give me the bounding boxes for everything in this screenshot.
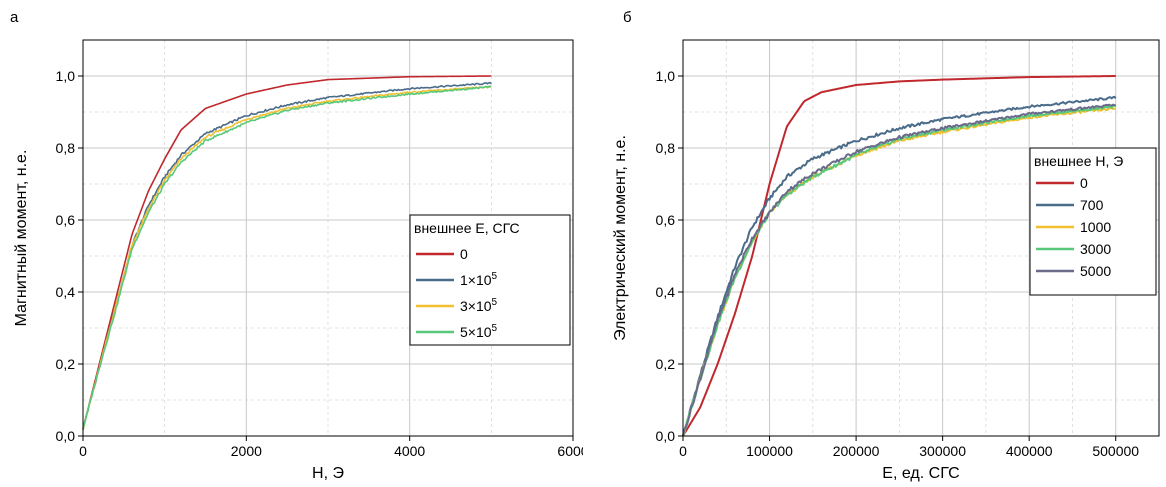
x-axis-label: E, ед. СГС xyxy=(882,465,959,482)
panel-label-b: б xyxy=(623,9,632,26)
x-tick-label: 100000 xyxy=(746,443,793,459)
series-line-0 xyxy=(82,75,492,429)
grid xyxy=(683,40,1159,436)
legend-label-1000: 1000 xyxy=(1080,219,1111,235)
y-tick-label: 0,8 xyxy=(56,140,76,156)
series-line-1×10^5 xyxy=(82,81,492,430)
y-tick-label: 0,8 xyxy=(656,140,676,156)
y-tick-label: 1,0 xyxy=(656,68,676,84)
y-tick-label: 0,6 xyxy=(56,212,76,228)
plot-frame xyxy=(82,39,574,437)
x-tick-label: 300000 xyxy=(919,443,966,459)
legend-label-1×10^5: 1×105 xyxy=(460,271,498,288)
y-axis-label: Магнитный момент, н.е. xyxy=(13,150,30,327)
legend-label-700: 700 xyxy=(1080,197,1104,213)
legend-label-0: 0 xyxy=(1080,175,1088,191)
legend-title: внешнее E, СГС xyxy=(414,220,520,236)
legend-label-0: 0 xyxy=(460,246,468,262)
legend-label-3×10^5: 3×105 xyxy=(460,297,498,314)
series-line-3×10^5 xyxy=(82,85,492,431)
series-line-5×10^5 xyxy=(82,85,492,430)
y-tick-label: 1,0 xyxy=(56,68,76,84)
legend-label-5×10^5: 5×105 xyxy=(460,323,498,340)
series-line-5000 xyxy=(682,103,1117,437)
x-tick-label: 2000 xyxy=(231,443,262,459)
x-tick-label: 0 xyxy=(79,443,87,459)
y-tick-label: 0,6 xyxy=(656,212,676,228)
y-axis-label: Электрический момент, н.е. xyxy=(612,135,629,341)
x-tick-label: 4000 xyxy=(394,443,425,459)
series-line-700 xyxy=(682,95,1117,437)
panel-label-a: а xyxy=(10,9,19,26)
plot-frame xyxy=(682,39,1160,437)
legend-label-3000: 3000 xyxy=(1080,241,1111,257)
x-tick-label: 0 xyxy=(679,443,687,459)
x-tick-label: 500000 xyxy=(1092,443,1139,459)
x-tick-label: 200000 xyxy=(833,443,880,459)
x-tick-label: 400000 xyxy=(1006,443,1053,459)
y-tick-label: 0,4 xyxy=(56,284,76,300)
y-tick-label: 0,0 xyxy=(656,428,676,444)
y-tick-label: 0,2 xyxy=(656,356,676,372)
y-tick-label: 0,4 xyxy=(656,284,676,300)
legend: внешнее E, СГС 0 1×105 3×105 5×105 xyxy=(409,214,571,346)
y-tick-label: 0,2 xyxy=(56,356,76,372)
legend-title: внешнее H, Э xyxy=(1034,153,1123,169)
series-line-0 xyxy=(682,75,1116,437)
y-tick-label: 0,0 xyxy=(56,428,76,444)
legend: внешнее H, Э 0 700 1000 3000 5000 xyxy=(1029,147,1157,296)
chart-electric-moment: 0 100000 200000 300000 400000 500000 0,0 0,2 0,4… xyxy=(612,39,1160,482)
x-axis-label: H, Э xyxy=(312,465,344,482)
legend-label-5000: 5000 xyxy=(1080,263,1111,279)
